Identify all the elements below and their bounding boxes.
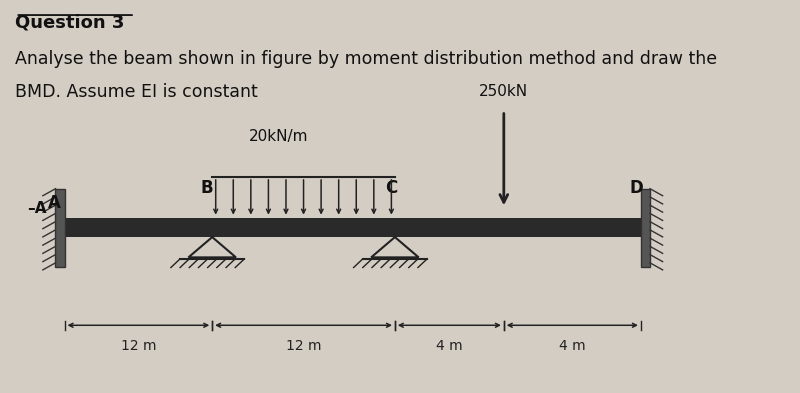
Text: 250kN: 250kN: [479, 84, 528, 99]
Text: –A: –A: [26, 201, 46, 216]
Text: Analyse the beam shown in figure by moment distribution method and draw the: Analyse the beam shown in figure by mome…: [15, 50, 718, 68]
Bar: [65, 219, 641, 237]
Text: C: C: [386, 178, 398, 196]
Text: 20kN/m: 20kN/m: [250, 129, 309, 144]
Bar: [641, 189, 650, 267]
Text: 12 m: 12 m: [286, 339, 322, 353]
Text: A: A: [48, 194, 61, 212]
Text: 4 m: 4 m: [559, 339, 586, 353]
Bar: [55, 189, 65, 267]
Text: 4 m: 4 m: [436, 339, 462, 353]
Text: D: D: [630, 178, 643, 196]
Text: 12 m: 12 m: [121, 339, 156, 353]
Text: BMD. Assume EI is constant: BMD. Assume EI is constant: [15, 83, 258, 101]
Text: B: B: [200, 178, 213, 196]
Text: Question 3: Question 3: [15, 13, 125, 31]
